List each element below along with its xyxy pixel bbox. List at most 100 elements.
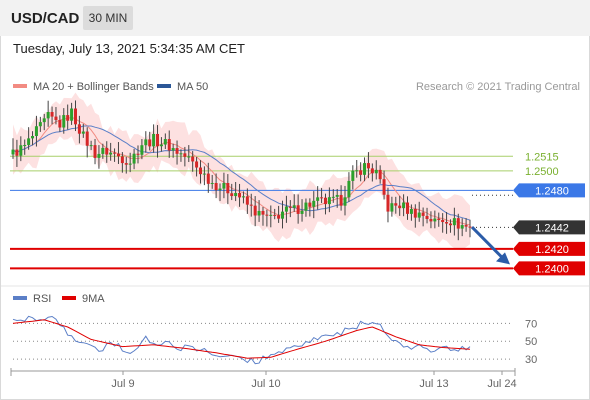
candle-body — [124, 163, 128, 165]
candle-body — [85, 131, 89, 146]
forecast-arrow-head — [496, 252, 510, 265]
candle-body — [261, 210, 265, 215]
candle-body — [409, 208, 413, 214]
level-tag-1.2420 — [513, 241, 585, 256]
candle-body — [46, 111, 50, 119]
candle-body — [468, 226, 472, 228]
rsi-tick-50: 50 — [525, 336, 537, 348]
candle-body — [93, 145, 97, 158]
candle-body — [363, 163, 367, 175]
candle-body — [355, 170, 359, 172]
legend-swatch-ma50 — [157, 84, 171, 88]
candle-body — [148, 139, 152, 147]
legend-label-ma50: MA 50 — [177, 81, 208, 93]
level-tag-1.2480 — [513, 183, 585, 198]
candle-body — [273, 214, 277, 216]
candle-body — [339, 194, 343, 206]
candle-body — [335, 194, 339, 197]
chart-header: USD/CAD 30 MIN — [0, 0, 590, 36]
candle-body — [206, 173, 210, 184]
legend-label-rsi-9ma: 9MA — [82, 293, 105, 305]
candle-body — [448, 223, 452, 226]
candle-body — [257, 210, 261, 216]
candle-body — [308, 202, 312, 207]
x-tick-label-3: Jul 24 — [487, 378, 516, 390]
candle-body — [101, 147, 105, 154]
candle-body — [27, 138, 31, 145]
candle-body — [304, 202, 308, 211]
candle-body — [23, 144, 27, 146]
candle-body — [116, 153, 120, 157]
candle-body — [159, 144, 163, 147]
candle-body — [15, 149, 19, 156]
candle-body — [417, 212, 421, 218]
rsi-tick-30: 30 — [525, 354, 537, 366]
candle-body — [191, 156, 195, 162]
candle-body — [394, 203, 398, 206]
candle-body — [464, 225, 468, 227]
candle-body — [281, 211, 285, 219]
legend-swatch-ma20 — [13, 84, 27, 88]
candle-body — [331, 196, 335, 198]
candle-body — [460, 225, 464, 229]
candle-body — [456, 218, 460, 229]
candle-body — [31, 136, 35, 139]
x-tick-label-2: Jul 13 — [419, 378, 448, 390]
candle-body — [421, 212, 425, 216]
timeframe-badge[interactable]: 30 MIN — [83, 6, 133, 30]
candle-body — [198, 167, 202, 175]
candle-body — [195, 161, 199, 168]
candle-body — [284, 206, 288, 212]
candle-body — [347, 180, 351, 198]
candle-body — [38, 122, 42, 127]
legend-swatch-rsi — [13, 296, 27, 300]
source-credit: Research © 2021 Trading Central — [416, 81, 580, 93]
candle-body — [34, 126, 38, 137]
candle-body — [183, 153, 187, 157]
candle-body — [265, 214, 269, 216]
candle-body — [300, 210, 304, 214]
candle-body — [230, 193, 234, 197]
rsi-9ma-line — [12, 319, 471, 359]
candle-body — [320, 197, 324, 199]
candle-body — [288, 206, 292, 208]
candle-body — [269, 214, 273, 216]
level-value-1.2500: 1.2500 — [525, 166, 559, 178]
candle-body — [386, 194, 390, 212]
legend-label-rsi: RSI — [33, 293, 51, 305]
candle-body — [109, 152, 113, 155]
candle-body — [11, 149, 15, 155]
candle-body — [171, 148, 175, 151]
candle-body — [42, 118, 46, 123]
candle-body — [19, 145, 23, 156]
candle-body — [50, 111, 54, 117]
candle-body — [327, 197, 331, 205]
candle-body — [429, 219, 433, 222]
level-value-1.2480: 1.2480 — [535, 185, 569, 197]
candle-body — [312, 200, 316, 207]
candle-body — [351, 170, 355, 181]
candle-body — [378, 169, 382, 180]
candle-body — [245, 196, 249, 205]
candle-body — [398, 205, 402, 209]
candle-body — [70, 108, 74, 121]
candle-body — [323, 197, 327, 205]
candle-body — [120, 156, 124, 164]
candle-body — [316, 197, 320, 201]
candle-body — [382, 179, 386, 195]
ma50-line — [12, 125, 471, 221]
legend-label-ma20: MA 20 + Bollinger Bands — [33, 81, 154, 93]
candle-body — [128, 163, 132, 165]
candle-body — [132, 153, 136, 164]
candle-body — [163, 139, 167, 145]
candle-body — [292, 205, 296, 208]
candle-body — [359, 170, 363, 175]
forecast-arrow-shaft — [470, 226, 506, 261]
candle-body — [374, 169, 378, 174]
candle-body — [277, 215, 281, 219]
candle-body — [105, 147, 109, 155]
candle-body — [144, 139, 148, 146]
level-tag-1.2442 — [513, 220, 585, 235]
candle-body — [202, 173, 206, 175]
